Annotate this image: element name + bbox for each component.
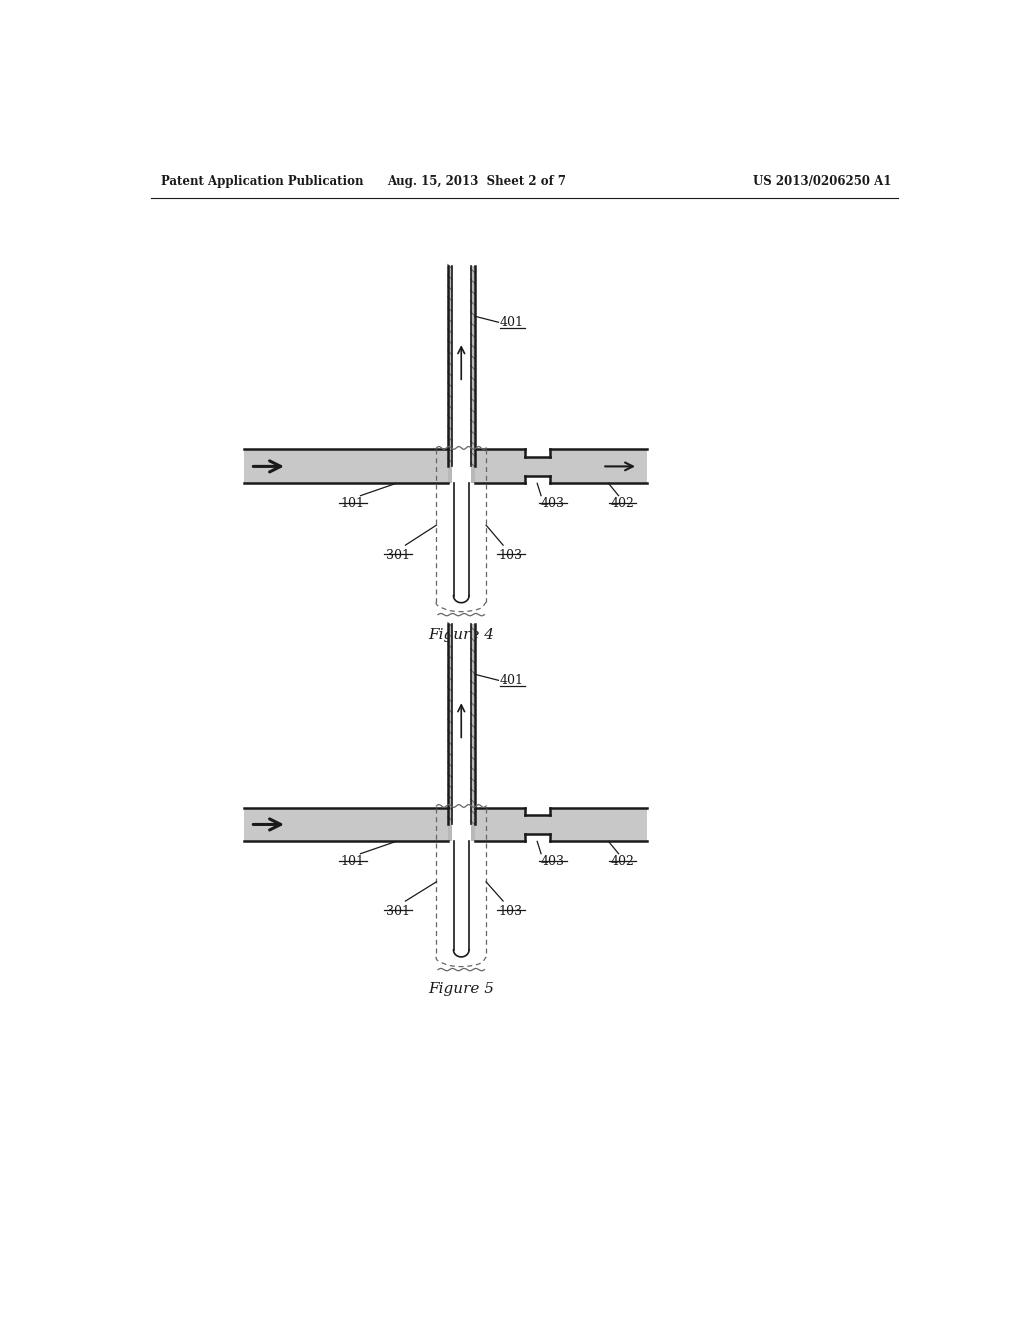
Text: 103: 103	[499, 906, 523, 917]
Text: 402: 402	[610, 855, 635, 869]
Text: 301: 301	[386, 906, 410, 917]
Text: 402: 402	[610, 498, 635, 511]
Bar	[471, 449, 525, 483]
Bar	[524, 457, 550, 475]
Text: 101: 101	[341, 498, 365, 511]
Text: 401: 401	[500, 673, 524, 686]
Bar	[524, 816, 550, 834]
Bar	[550, 449, 647, 483]
Bar	[447, 267, 452, 483]
Bar	[245, 449, 452, 483]
Text: 403: 403	[541, 855, 564, 869]
Bar	[471, 808, 525, 841]
Text: 301: 301	[386, 549, 410, 562]
Text: US 2013/0206250 A1: US 2013/0206250 A1	[753, 176, 891, 187]
Bar	[471, 267, 475, 483]
Text: 101: 101	[341, 855, 365, 869]
Text: 403: 403	[541, 498, 564, 511]
Text: 401: 401	[500, 315, 524, 329]
Text: Figure 5: Figure 5	[428, 982, 495, 997]
Text: Patent Application Publication: Patent Application Publication	[161, 176, 364, 187]
Bar	[245, 808, 452, 841]
Bar	[471, 624, 475, 841]
Bar	[447, 624, 452, 841]
Text: 103: 103	[499, 549, 523, 562]
Bar	[550, 808, 647, 841]
Text: Figure 4: Figure 4	[428, 628, 495, 642]
Text: Aug. 15, 2013  Sheet 2 of 7: Aug. 15, 2013 Sheet 2 of 7	[387, 176, 566, 187]
